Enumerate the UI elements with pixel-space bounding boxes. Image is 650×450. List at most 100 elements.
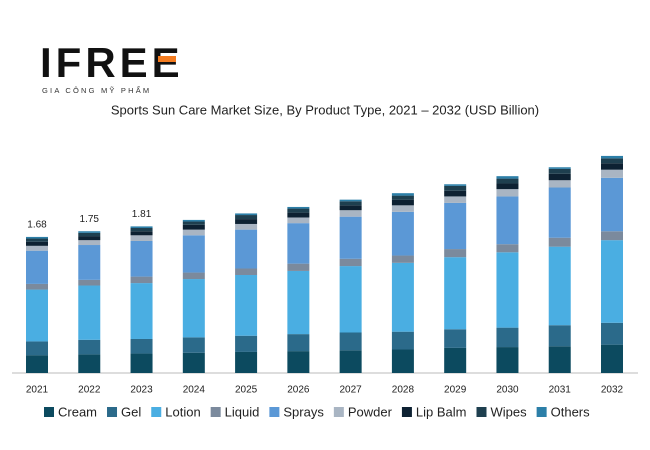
bar-segment bbox=[78, 236, 101, 241]
bar-segment bbox=[444, 190, 467, 197]
bar-segment bbox=[601, 169, 623, 178]
bar-segment bbox=[601, 231, 623, 241]
legend-label: Sprays bbox=[283, 404, 324, 419]
bar-segment bbox=[26, 236, 48, 239]
bar-segment bbox=[130, 235, 153, 241]
bar-segment bbox=[26, 250, 48, 284]
bar-segment bbox=[78, 232, 101, 237]
bar-segment bbox=[548, 167, 571, 169]
bar-segment bbox=[235, 223, 258, 230]
bar-segment bbox=[444, 202, 467, 250]
legend-label: Gel bbox=[121, 404, 141, 419]
bar-segment bbox=[130, 231, 153, 236]
bar-segment bbox=[339, 216, 362, 259]
bar-segment bbox=[287, 217, 310, 224]
bar-segment bbox=[339, 210, 362, 217]
bar-segment bbox=[339, 205, 362, 211]
bar-segment bbox=[444, 196, 467, 203]
bar-segment bbox=[601, 177, 623, 232]
legend-swatch bbox=[210, 407, 221, 417]
bar-segment bbox=[26, 245, 48, 251]
bar-segment bbox=[601, 163, 623, 170]
bar-segment bbox=[26, 341, 48, 356]
x-tick-label: 2023 bbox=[130, 385, 153, 396]
x-tick-label: 2022 bbox=[78, 385, 101, 396]
bar-segment bbox=[444, 329, 467, 348]
logo-tagline: GIA CÔNG MỸ PHẨM bbox=[42, 86, 151, 95]
bar-segment bbox=[548, 168, 571, 174]
bar-segment bbox=[26, 238, 48, 242]
legend-swatch bbox=[44, 407, 54, 417]
legend-label: Powder bbox=[348, 404, 393, 419]
logo-accent bbox=[158, 56, 176, 62]
bar-segment bbox=[496, 327, 519, 348]
bar-segment bbox=[601, 322, 623, 345]
bar-segment bbox=[287, 223, 310, 264]
bar-segment bbox=[391, 195, 414, 200]
bar-segment bbox=[601, 155, 623, 159]
bar-segment bbox=[496, 347, 519, 373]
bar-segment bbox=[548, 237, 571, 247]
legend-label: Lotion bbox=[165, 404, 200, 419]
bar-segment bbox=[182, 224, 205, 230]
legend-swatch bbox=[536, 407, 547, 417]
bar-segment bbox=[182, 272, 205, 280]
bar-segment bbox=[391, 199, 414, 206]
bar-segment bbox=[182, 229, 205, 236]
bar-segment bbox=[130, 240, 153, 277]
bar-segment bbox=[235, 215, 258, 220]
bar-segment bbox=[496, 189, 519, 197]
bar-segment bbox=[391, 205, 414, 212]
bar-segment bbox=[26, 283, 48, 290]
bar-segment bbox=[339, 201, 362, 206]
bar-segment bbox=[235, 219, 258, 224]
bar-segment bbox=[601, 158, 623, 164]
bar-segment bbox=[548, 325, 571, 347]
bar-segment bbox=[287, 334, 310, 352]
x-tick-label: 2032 bbox=[601, 385, 624, 396]
bar-segment bbox=[339, 350, 362, 373]
bar-segment bbox=[130, 228, 153, 232]
bar-segment bbox=[235, 213, 258, 216]
bar-segment bbox=[235, 351, 258, 373]
total-label: 1.68 bbox=[27, 220, 47, 231]
bar-segment bbox=[78, 231, 101, 233]
bar-segment bbox=[339, 266, 362, 333]
bar-segment bbox=[391, 349, 414, 373]
bar-segment bbox=[287, 351, 310, 373]
bar-segment bbox=[339, 199, 362, 202]
bar-segment bbox=[496, 252, 519, 328]
legend-label: Wipes bbox=[491, 404, 528, 419]
bar-segment bbox=[235, 335, 258, 352]
bar-segment bbox=[182, 337, 205, 353]
bar-segment bbox=[548, 187, 571, 238]
bar-segment bbox=[130, 276, 153, 284]
bar-segment bbox=[182, 279, 205, 338]
bar-segment bbox=[548, 173, 571, 181]
bar-segment bbox=[391, 331, 414, 350]
bar-segment bbox=[235, 229, 258, 269]
bar-segment bbox=[182, 219, 205, 222]
bar-segment bbox=[78, 279, 101, 286]
bar-segment bbox=[287, 263, 310, 271]
bar-segment bbox=[444, 249, 467, 258]
legend-swatch bbox=[476, 407, 487, 417]
bar-segment bbox=[444, 184, 467, 186]
x-tick-label: 2029 bbox=[444, 385, 467, 396]
bar-segment bbox=[287, 212, 310, 218]
legend-label: Cream bbox=[58, 404, 97, 419]
bar-segment bbox=[548, 180, 571, 188]
x-tick-label: 2031 bbox=[549, 385, 572, 396]
bar-segment bbox=[182, 352, 205, 373]
legend-swatch bbox=[401, 407, 412, 417]
total-label: 1.75 bbox=[80, 214, 100, 225]
bar-segment bbox=[548, 346, 571, 373]
bar-segment bbox=[496, 196, 519, 245]
legend-label: Others bbox=[551, 404, 591, 419]
x-tick-label: 2030 bbox=[496, 385, 519, 396]
bar-segment bbox=[391, 193, 414, 196]
bar-segment bbox=[26, 355, 48, 373]
bar-segment bbox=[496, 244, 519, 253]
bar-segment bbox=[444, 185, 467, 191]
